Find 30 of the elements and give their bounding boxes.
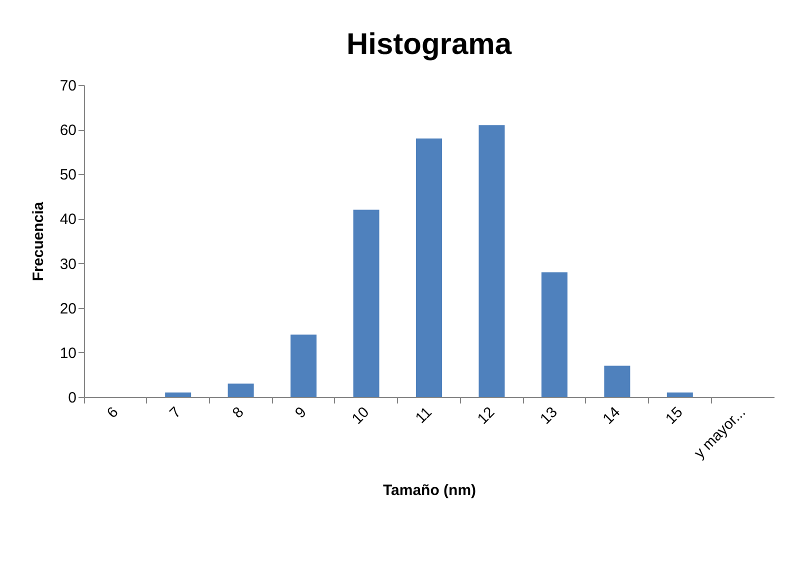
bar	[666, 392, 693, 397]
y-tick-label: 10	[60, 344, 76, 362]
y-tick-label: 70	[60, 78, 76, 94]
y-tick-label: 60	[60, 122, 76, 140]
x-tick-label: 12	[474, 404, 498, 428]
y-tick-label: 20	[60, 300, 76, 318]
x-tick-label: 11	[412, 404, 436, 427]
x-tick-label: 10	[348, 404, 373, 428]
y-axis-title: Frecuencia	[30, 201, 47, 282]
x-tick-label: 8	[229, 404, 248, 422]
bar	[416, 138, 442, 397]
y-tick-label: 40	[60, 211, 76, 228]
x-tick-label: 9	[292, 404, 310, 422]
x-tick-label: 7	[166, 404, 184, 422]
bar	[478, 125, 505, 397]
bar	[604, 366, 630, 397]
bar	[290, 334, 317, 397]
x-tick-label: 6	[104, 404, 122, 422]
x-axis-title: Tamaño (nm)	[382, 482, 476, 500]
y-tick-label: 50	[60, 166, 76, 184]
x-tick-label: 15	[662, 404, 686, 428]
x-tick-label: 14	[600, 404, 624, 428]
y-tick-label: 30	[60, 256, 76, 273]
bar	[165, 392, 192, 397]
bar	[353, 210, 380, 397]
bar	[541, 272, 568, 397]
chart-title: Histograma	[346, 28, 512, 61]
y-tick-label: 0	[68, 390, 76, 406]
bar	[228, 384, 254, 397]
x-tick-label: 13	[537, 404, 561, 428]
